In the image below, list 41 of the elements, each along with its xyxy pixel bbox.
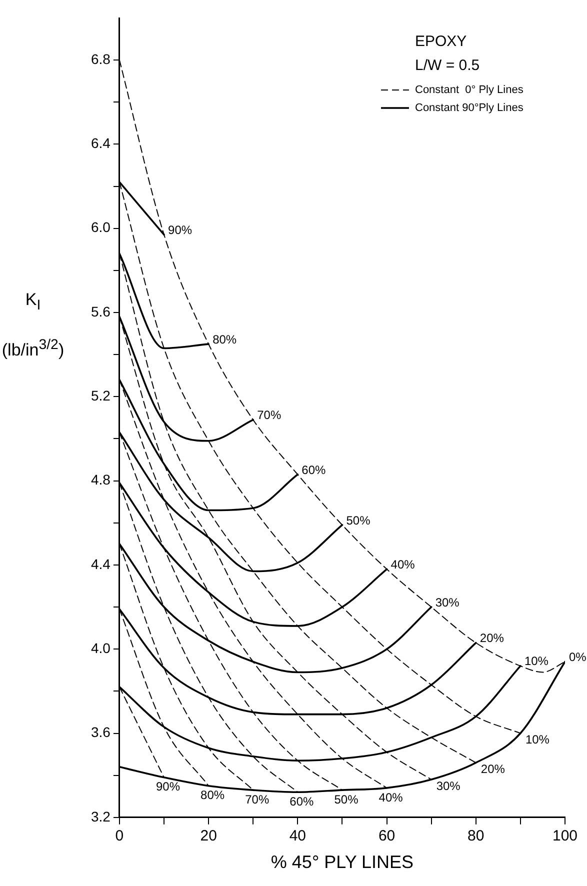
y-tick-label: 4.0 <box>90 640 111 656</box>
annotation: Constant 0° Ply Lines <box>415 84 524 96</box>
y-tick-label: 6.8 <box>90 50 111 67</box>
y-tick-label: 5.2 <box>90 388 111 404</box>
series-label: 70% <box>257 408 282 422</box>
series-label: 30% <box>436 778 461 793</box>
series-label: 50% <box>334 792 359 806</box>
series-label: 20% <box>480 762 506 776</box>
x-tick-label: 80 <box>468 828 484 845</box>
y-tick-label: 4.4 <box>90 556 111 572</box>
series-label: 20% <box>480 631 504 646</box>
series-label: 60% <box>290 794 314 808</box>
annotation: EPOXY <box>415 33 467 50</box>
series-label: 40% <box>390 557 416 572</box>
series-label: 10% <box>524 654 549 668</box>
series-label: 60% <box>302 462 326 477</box>
x-tick-label: 0 <box>115 828 124 845</box>
annotation: L/W = 0.5 <box>415 57 480 74</box>
y-tick-label: 5.6 <box>90 303 111 320</box>
x-tick-label: 20 <box>200 828 217 845</box>
series-label: 90% <box>168 222 192 237</box>
series-label: 50% <box>346 513 371 528</box>
annotation: Constant 90°Ply Lines <box>415 102 524 114</box>
series-label: 10% <box>525 732 550 747</box>
y-tick-label: 4.8 <box>90 472 111 488</box>
x-axis-title: % 45° PLY LINES <box>270 852 414 872</box>
y-tick-label: 6.4 <box>90 135 111 152</box>
series-label: 0% <box>569 650 587 664</box>
y-tick-label: 3.2 <box>90 808 111 824</box>
text: K$_{I}$ (lb/in$^{3/2}$) <box>2 290 64 360</box>
series-label: 80% <box>200 788 225 802</box>
series-label: 80% <box>212 332 237 346</box>
x-tick-label: 40 <box>289 828 306 845</box>
series-label: 90% <box>156 780 180 794</box>
series-label: 40% <box>378 790 404 804</box>
x-tick-label: 100 <box>552 828 578 845</box>
y-tick-label: 6.0 <box>90 219 111 236</box>
x-tick-label: 60 <box>378 828 396 845</box>
y-tick-label: 3.6 <box>90 724 111 740</box>
series-label: 30% <box>435 595 460 610</box>
series-label: 70% <box>245 792 270 806</box>
